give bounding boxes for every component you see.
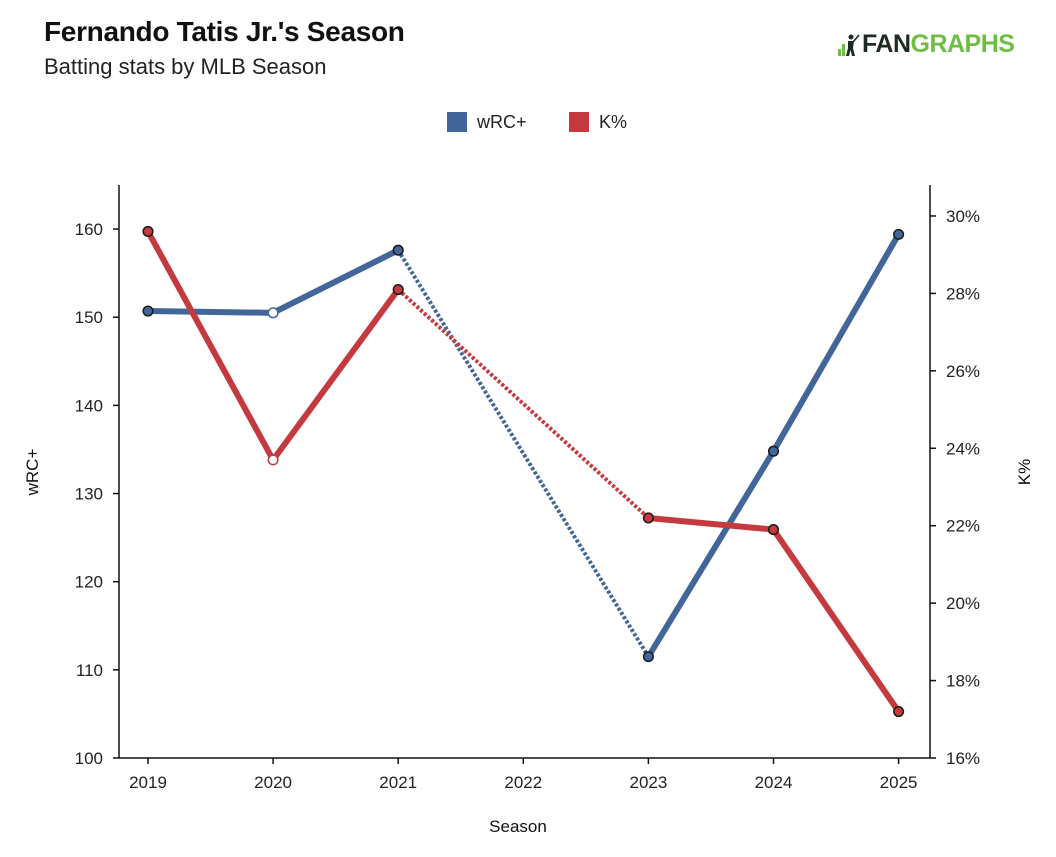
x-axis-title: Season: [489, 817, 547, 836]
x-tick-label: 2024: [755, 773, 793, 792]
x-tick-label: 2023: [629, 773, 667, 792]
right-tick-label: 18%: [946, 672, 980, 691]
legend-swatch-wrc: [447, 112, 467, 132]
left-tick-label: 150: [75, 308, 103, 327]
series-k-point-2024[interactable]: [767, 524, 780, 536]
series-k-point-2025[interactable]: [893, 705, 905, 718]
right-axis-ticks: 16% 18% 20% 22% 24% 26% 28% 30%: [930, 207, 980, 768]
logo-fan-text: FAN: [862, 30, 911, 58]
left-tick-label: 160: [75, 220, 103, 239]
series-k: [142, 225, 905, 718]
right-tick-label: 20%: [946, 594, 980, 613]
right-tick-label: 28%: [946, 284, 980, 303]
series-wrc-point-2023[interactable]: [642, 651, 654, 663]
series-wrc-point-2019[interactable]: [142, 305, 154, 317]
chart-title: Fernando Tatis Jr.'s Season: [44, 16, 405, 47]
legend: wRC+ K%: [447, 112, 627, 132]
x-tick-label: 2022: [504, 773, 542, 792]
legend-label-wrc: wRC+: [476, 112, 527, 132]
series-k-segment: [770, 526, 902, 715]
x-tick-label: 2019: [129, 773, 167, 792]
batter-icon: [838, 33, 860, 56]
series-wrc: [142, 228, 905, 663]
series-k-point-2019[interactable]: [142, 225, 154, 238]
y-axis-title-right: K%: [1015, 459, 1034, 485]
series-wrc-point-2021[interactable]: [392, 244, 404, 256]
x-tick-label: 2025: [880, 773, 918, 792]
chart-subtitle: Batting stats by MLB Season: [44, 54, 327, 79]
logo-graphs-text: GRAPHS: [910, 30, 1015, 58]
series-k-point-2020[interactable]: [267, 454, 279, 466]
series-k-gap-segment: [396, 288, 650, 520]
right-tick-label: 30%: [946, 207, 980, 226]
y-axis-title-left: wRC+: [23, 449, 42, 497]
x-axis-ticks: 2019 2020 2021 2022 2023 2024 2025: [129, 758, 918, 792]
series-wrc-segment: [270, 247, 402, 316]
left-axis-ticks: 100 110 120 130 140 150 160: [75, 220, 119, 768]
series-wrc-segment: [145, 308, 277, 316]
series-k-segment: [145, 228, 277, 463]
left-tick-label: 120: [75, 573, 103, 592]
left-tick-label: 140: [75, 396, 103, 415]
series-wrc-segment: [645, 448, 777, 660]
fangraphs-logo: FAN GRAPHS: [836, 30, 1015, 59]
x-tick-label: 2021: [379, 773, 417, 792]
legend-swatch-k: [569, 112, 589, 132]
series-wrc-gap-segment: [396, 249, 651, 658]
series-k-segment: [270, 286, 402, 463]
series-k-point-2021[interactable]: [392, 283, 404, 296]
right-tick-label: 16%: [946, 749, 980, 768]
right-tick-label: 26%: [946, 362, 980, 381]
series-k-point-2023[interactable]: [642, 512, 654, 524]
series-wrc-point-2025[interactable]: [893, 228, 905, 240]
series-layer: [142, 225, 905, 718]
left-tick-label: 130: [75, 485, 103, 504]
series-wrc-segment: [770, 231, 902, 455]
right-tick-label: 22%: [946, 517, 980, 536]
series-wrc-point-2024[interactable]: [767, 445, 780, 457]
x-tick-label: 2020: [254, 773, 292, 792]
series-wrc-point-2020[interactable]: [267, 307, 279, 319]
right-tick-label: 24%: [946, 439, 980, 458]
series-k-segment: [645, 514, 777, 533]
legend-label-k: K%: [599, 112, 627, 132]
left-tick-label: 110: [76, 661, 103, 680]
left-tick-label: 100: [75, 749, 103, 768]
